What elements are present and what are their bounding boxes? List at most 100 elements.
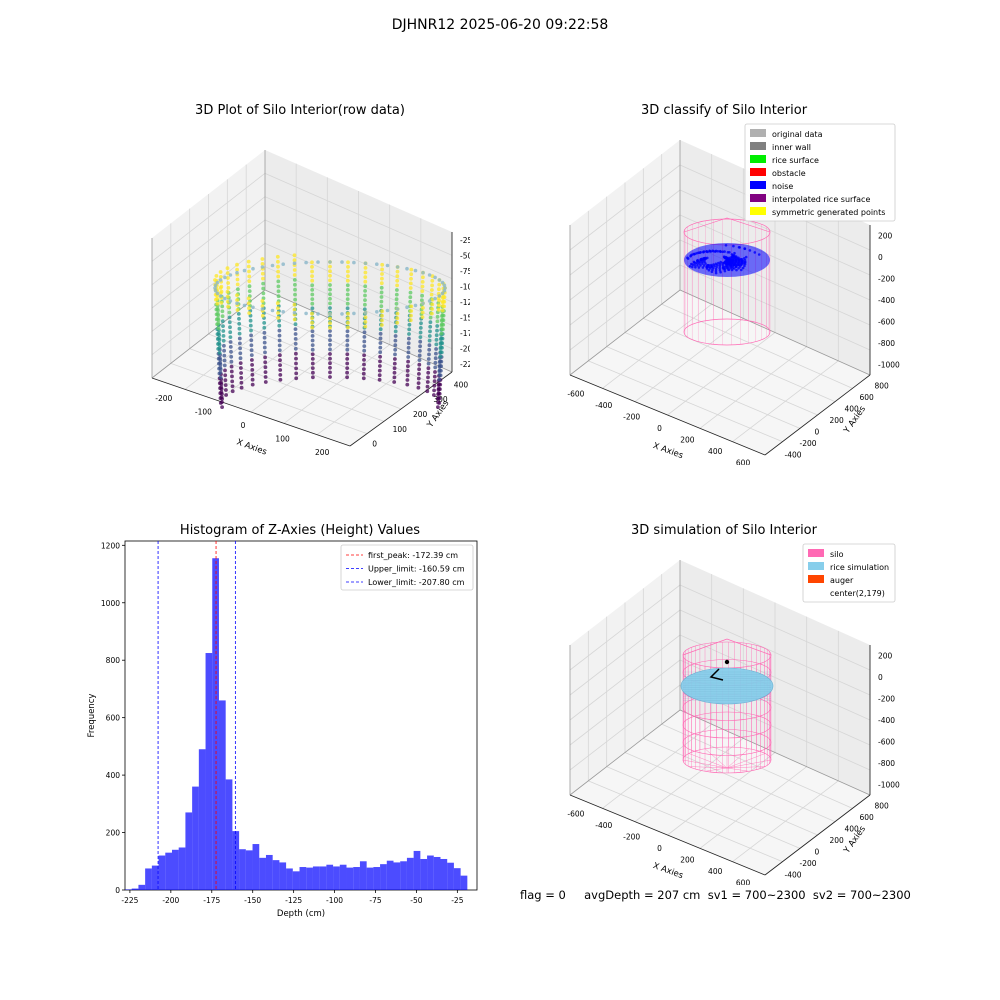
data-point: [417, 362, 422, 367]
data-point: [345, 361, 350, 366]
data-point: [261, 291, 266, 296]
histogram-axes: -225 -200 -175 -150 -125 -100 -75 -50 -25 0 200 400…: [87, 540, 478, 919]
data-point: [345, 288, 350, 292]
data-point: [328, 269, 332, 274]
data-point: [352, 311, 356, 316]
data-point: [228, 273, 233, 277]
data-point: [250, 372, 255, 377]
data-point: [229, 369, 234, 374]
data-point: [213, 286, 217, 290]
data-point: [216, 316, 220, 321]
data-point: [310, 274, 314, 278]
data-point: [346, 265, 350, 269]
x-tick-label: -200: [155, 394, 172, 403]
data-point: [218, 275, 223, 279]
data-point: [260, 271, 265, 276]
data-point: [432, 383, 437, 388]
panel1-3d-plot: -200-10001002000100200300400-25-50-75-10…: [151, 150, 470, 458]
data-point: [310, 361, 315, 366]
data-point: [222, 353, 227, 358]
data-point: [227, 315, 232, 320]
histogram-bar: [165, 852, 172, 890]
z-tick-label: -50: [460, 251, 470, 260]
data-point: [310, 278, 315, 283]
data-point: [249, 338, 254, 343]
data-point: [219, 380, 223, 385]
data-point: [310, 265, 314, 269]
data-point: [276, 289, 281, 294]
data-point: [235, 270, 239, 275]
data-point: [310, 334, 315, 338]
data-point: [346, 321, 350, 325]
data-point: [377, 368, 382, 373]
data-point: [418, 344, 422, 349]
panel4-title: 3D simulation of Silo Interior: [631, 523, 817, 538]
data-point: [293, 292, 297, 297]
data-point: [421, 301, 425, 306]
data-point: [427, 273, 432, 277]
histogram-bar: [125, 889, 132, 890]
data-point: [392, 375, 397, 380]
data-point: [235, 301, 239, 306]
data-point: [345, 375, 349, 380]
data-point: [435, 314, 440, 319]
z-tick-label: -225: [460, 360, 470, 369]
data-point: [219, 395, 224, 400]
y-tick-label: 200: [413, 410, 428, 419]
data-point: [435, 328, 439, 333]
data-point: [229, 354, 234, 359]
data-point: [417, 358, 422, 362]
data-point: [418, 330, 423, 335]
data-point: [328, 264, 332, 269]
legend-box: [340, 544, 474, 591]
data-point: [263, 360, 268, 365]
histogram-bar: [319, 866, 327, 890]
data-point: [436, 307, 441, 312]
legend-swatch: [750, 168, 766, 176]
data-point: [310, 347, 315, 352]
data-point: [213, 283, 218, 288]
data-point: [224, 393, 228, 397]
data-point: [226, 304, 230, 309]
data-point: [223, 373, 228, 378]
data-point: [219, 385, 224, 390]
data-point: [362, 362, 366, 367]
data-point: [278, 373, 283, 377]
data-point: [427, 299, 432, 303]
data-point: [310, 338, 315, 343]
data-point: [225, 294, 230, 299]
data-point: [292, 302, 297, 307]
data-point: [310, 357, 315, 361]
data-point: [393, 352, 397, 357]
data-point: [363, 275, 368, 279]
data-point: [310, 321, 314, 325]
data-point: [276, 259, 280, 264]
data-point: [247, 269, 251, 274]
data-point: [219, 300, 224, 305]
data-point: [328, 347, 332, 352]
data-point: [428, 315, 433, 320]
x-tick-label: -75: [369, 896, 381, 905]
data-point: [439, 327, 444, 331]
data-point: [218, 294, 223, 298]
x-tick-label: 0: [241, 421, 246, 430]
data-point: [215, 306, 220, 311]
data-point: [221, 324, 225, 328]
data-point: [395, 265, 400, 269]
data-point: [310, 329, 315, 334]
data-point: [278, 377, 283, 382]
data-point: [328, 306, 332, 310]
data-point: [363, 298, 367, 302]
x-tick-label: -600: [567, 390, 584, 399]
data-point: [310, 306, 315, 311]
plot-area: [124, 540, 478, 891]
data-point: [261, 281, 265, 286]
x-tick-label: 400: [708, 867, 723, 876]
y-tick-label: -400: [785, 870, 802, 879]
data-point: [261, 276, 265, 281]
data-point: [247, 274, 252, 279]
data-point: [292, 278, 297, 282]
data-point: [239, 380, 244, 385]
legend-label: inner wall: [772, 143, 811, 152]
data-point: [425, 389, 430, 394]
